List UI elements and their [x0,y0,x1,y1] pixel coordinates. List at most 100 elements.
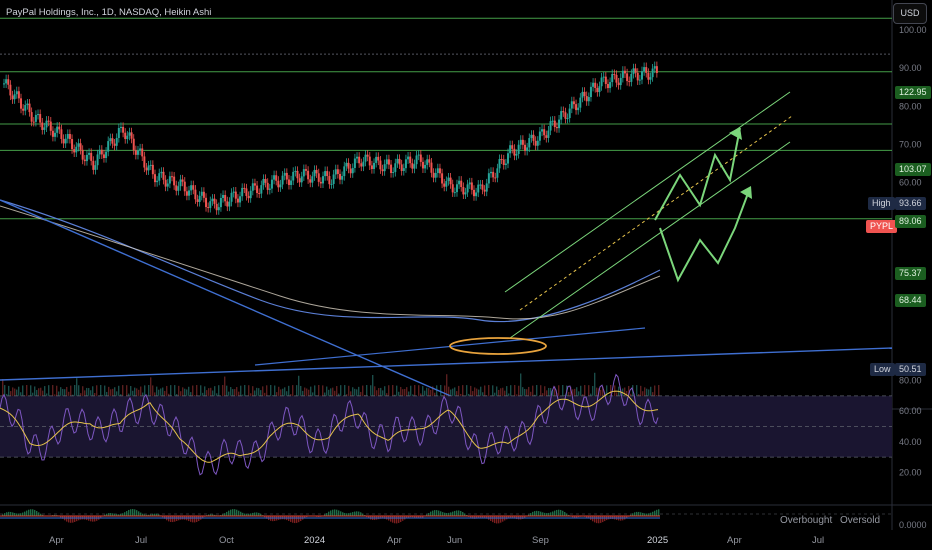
macd-bar [604,516,606,522]
candle-body [594,82,597,89]
projection-upper [654,127,741,221]
candle-body [122,126,125,133]
macd-bar [14,512,16,517]
macd-bar [328,511,330,517]
candle-body [513,148,516,156]
macd-bar [410,516,412,518]
macd-bar [420,516,422,519]
rsi-tick-0: 80.00 [899,376,922,386]
macd-bar [480,516,482,518]
macd-bar [92,516,94,522]
candle-body [319,181,322,184]
candle-body [496,168,499,178]
macd-bar [462,512,464,517]
macd-bar [446,513,448,517]
candle-body [145,167,148,171]
candle-body [362,161,365,167]
macd-bar [512,516,514,519]
macd-bar [470,516,472,519]
macd-bar [238,510,240,517]
candle-body [241,187,244,197]
candle-body [377,156,380,161]
macd-bar [164,516,166,519]
macd-bar [354,511,356,517]
macd-bar [464,513,466,517]
downtrend-line [0,199,477,408]
candle-body [96,154,99,166]
candle-body [421,161,424,169]
candle-body [183,181,186,192]
macd-bar [460,510,462,517]
candle-body [185,191,188,196]
candle-body [85,154,88,162]
candle-body [34,114,37,122]
candle-body [632,68,635,74]
macd-bar [384,516,386,519]
macd-bar [362,513,364,517]
macd-bar [544,512,546,517]
candle-body [92,160,95,170]
candle-body [188,190,191,196]
high-tag: High [868,197,895,210]
candle-body [222,194,225,199]
candle-body [390,164,393,174]
macd-bar [254,512,256,517]
macd-bar [152,513,154,517]
channel-lower [509,141,791,339]
currency-button[interactable]: USD [893,3,927,24]
candle-body [94,165,97,170]
macd-bar [72,516,74,523]
volume-bar-37 [76,378,78,407]
macd-bar [246,513,248,517]
candle-body [575,104,578,111]
macd-bar [394,516,396,524]
macd-bar [130,509,132,517]
candle-body [534,140,537,146]
candle-body [451,184,454,193]
volume-bar-259 [520,373,522,407]
volume-bar-0 [2,379,4,407]
macd-bar [626,516,628,519]
candle-body [321,176,324,184]
candle-body [130,132,133,139]
candle-body [117,127,120,138]
level-label-4: 68.44 [895,294,926,307]
macd-bar [564,511,566,517]
macd-bar [266,516,268,519]
candle-body [426,159,429,165]
candle-body [232,191,235,193]
candle-body [472,189,475,197]
candle-body [22,108,25,111]
macd-bar [444,512,446,517]
candle-body [258,193,261,195]
candle-body [202,191,205,198]
candle-body [300,176,303,183]
candle-body [266,182,269,190]
macd-bar [658,509,660,517]
candle-body [328,176,331,185]
macd-bar [540,511,542,517]
candle-body [562,111,565,113]
macd-bar [8,511,10,517]
macd-bar [400,516,402,523]
time-tick-7: 2025 [647,535,668,546]
candle-body [487,173,490,184]
macd-bar [494,516,496,524]
candle-body [9,84,12,96]
candle-body [436,168,439,173]
candle-body [360,163,363,167]
macd-bar [588,516,590,519]
candle-body [28,103,31,113]
candle-body [17,91,20,99]
macd-bar [442,512,444,517]
candle-body [66,133,69,139]
candle-body [415,155,418,165]
candle-body [30,112,33,122]
candle-body [385,159,388,165]
macd-bar [598,516,600,524]
candle-body [570,101,573,109]
candle-body [304,169,307,171]
macd-bar [600,516,602,523]
candle-body [364,154,367,162]
